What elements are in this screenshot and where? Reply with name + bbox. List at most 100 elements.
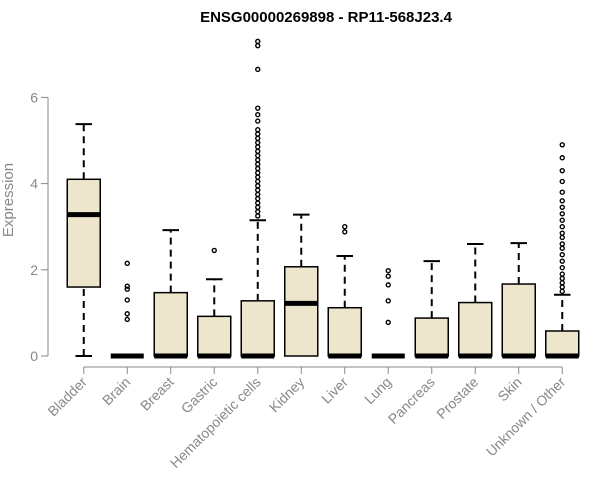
y-tick-label: 2 [30,262,38,278]
outlier-point [559,234,565,241]
outlier-point [385,282,391,288]
outlier-point [559,189,565,195]
outlier-point [255,204,261,211]
box-prostate [458,242,493,359]
outlier-point [559,264,565,271]
x-tick-label: Prostate [433,374,481,422]
outlier-point [255,38,261,45]
outlier-point [255,170,261,176]
box-breast [153,229,188,359]
box-gastric [197,247,232,359]
box-rect [414,317,449,357]
outlier-point [255,105,261,111]
outlier-point [559,155,565,161]
box-liver [327,223,362,359]
outlier-point [559,204,565,211]
outlier-point [255,183,261,189]
x-tick-label: Brain [99,374,133,408]
outlier-point [255,213,261,219]
x-tick-label: Breast [137,374,177,414]
outlier-point [342,223,348,230]
box-rect [197,315,232,357]
y-tick-label: 4 [30,176,38,192]
x-tick-label: Pancreas [385,374,438,427]
outlier-point [255,178,261,185]
x-tick-label: Kidney [266,374,308,416]
outlier-point [255,127,261,133]
outlier-point [559,217,565,223]
box-hematopoietic-cells [240,38,275,359]
outlier-point [255,148,261,154]
outlier-point [255,139,261,146]
x-tick-label: Lung [361,374,394,407]
outlier-point [559,223,565,230]
outlier-point [255,165,261,172]
x-tick-label: Liver [318,374,351,407]
box-rect [240,300,275,357]
outlier-point [559,142,565,148]
outlier-point [255,152,261,159]
outlier-point [559,245,565,251]
y-axis: 0 2 4 6 [30,89,49,364]
outlier-point [559,258,565,264]
outlier-point [559,271,565,277]
outlier-point [559,275,565,282]
outlier-point [559,230,565,236]
outlier-point [255,111,261,118]
y-tick-label: 6 [30,89,38,105]
box-lung [371,267,405,359]
outlier-point [124,286,130,292]
box-pancreas [414,260,449,359]
outlier-point [559,198,565,204]
outlier-point [255,174,261,180]
box-unknown-other [545,142,580,359]
outlier-point [385,298,391,304]
box-skin [501,242,536,359]
box-kidney [284,213,319,357]
outlier-point [559,280,565,286]
box-rect [153,291,188,357]
outlier-point [124,297,130,303]
x-tick-label: Unknown / Other [483,374,569,460]
outlier-point [559,288,565,295]
outlier-point [255,135,261,142]
outlier-point [211,247,217,254]
box-brain [110,260,144,359]
outlier-point [255,208,261,215]
x-tick-label: Bladder [44,374,90,420]
outlier-point [385,319,391,326]
chart-title: ENSG00000269898 - RP11-568J23.4 [200,9,453,26]
outlier-point [255,42,261,49]
outlier-point [559,241,565,247]
x-tick-label: Skin [494,374,525,405]
outlier-point [385,273,391,279]
outlier-point [255,131,261,137]
outlier-point [255,200,261,206]
outlier-point [255,187,261,193]
outlier-point [559,211,565,217]
outlier-point [124,316,130,323]
outlier-point [255,118,261,124]
outlier-point [124,311,130,317]
outlier-point [255,191,261,198]
outlier-point [559,252,565,258]
outlier-point [385,267,391,274]
boxes-group [66,38,580,359]
outlier-point [255,144,261,150]
box-rect [545,330,580,357]
box-rect [501,283,536,357]
outlier-point [559,284,565,290]
box-rect [284,266,319,357]
outlier-point [255,195,261,202]
outlier-point [124,260,130,267]
box-bladder [66,123,101,357]
outlier-point [255,157,261,163]
outlier-point [342,229,348,235]
box-rect [458,301,493,357]
y-tick-label: 0 [30,348,38,364]
outlier-point [255,66,261,73]
outlier-point [124,283,130,289]
box-rect [327,306,362,357]
